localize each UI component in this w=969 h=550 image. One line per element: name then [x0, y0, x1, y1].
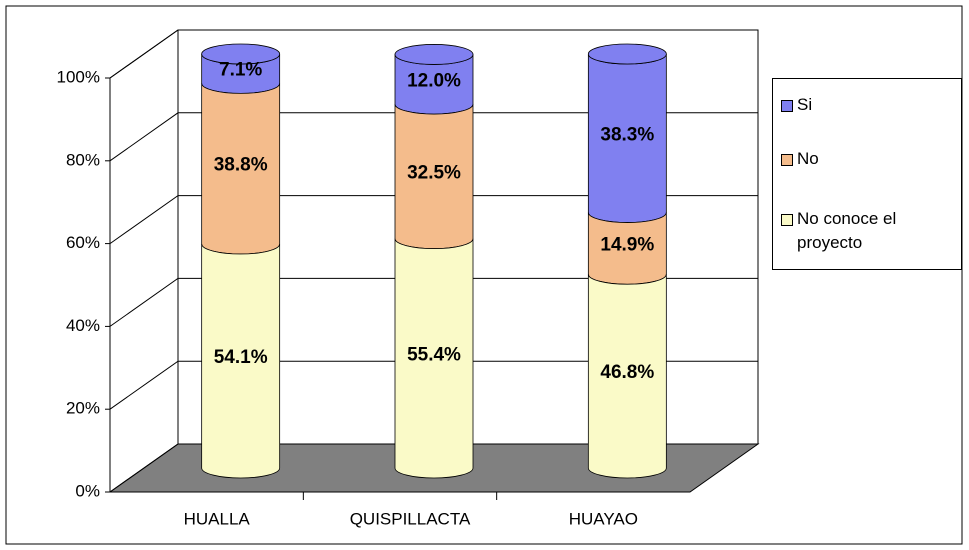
legend-label: No — [797, 149, 819, 168]
legend-entry: No conoce el proyecto — [781, 207, 956, 255]
legend: Si No No conoce el proyecto — [772, 78, 962, 270]
x-tick-label: HUAYAO — [569, 509, 638, 528]
chart-border — [5, 5, 963, 545]
bar-cap — [201, 43, 281, 65]
side-wall — [109, 29, 179, 492]
legend-label: Si — [797, 95, 813, 114]
grid-line — [109, 277, 758, 327]
legend-entry: Si — [781, 93, 956, 117]
y-tick-label: 0% — [75, 481, 100, 500]
legend-swatch — [781, 100, 793, 112]
bar-cap — [587, 43, 667, 65]
y-tick-label: 100% — [57, 67, 100, 86]
value-label: 46.8% — [600, 362, 654, 383]
x-tick-label: HUALLA — [184, 509, 251, 528]
grid-line — [109, 360, 758, 410]
legend-swatch — [781, 154, 793, 166]
bar-segment — [394, 238, 474, 479]
value-label: 38.8% — [214, 155, 268, 176]
value-label: 7.1% — [219, 60, 262, 81]
grid-line — [109, 29, 758, 79]
value-label: 54.1% — [214, 347, 268, 368]
y-tick-label: 60% — [66, 233, 100, 252]
bar-segment — [587, 274, 667, 479]
grid-line — [109, 112, 758, 162]
legend-entry: No — [781, 147, 956, 171]
x-tick-label: QUISPILLACTA — [350, 509, 471, 528]
value-label: 12.0% — [407, 70, 461, 91]
value-label: 14.9% — [600, 234, 654, 255]
y-tick-label: 80% — [66, 150, 100, 169]
y-tick-label: 20% — [66, 399, 100, 418]
value-label: 32.5% — [407, 162, 461, 183]
legend-label: No conoce el proyecto — [797, 209, 897, 252]
grid-line — [109, 443, 758, 493]
grid-line — [109, 195, 758, 245]
y-tick-label: 40% — [66, 316, 100, 335]
legend-swatch — [781, 214, 793, 226]
value-label: 55.4% — [407, 344, 461, 365]
value-label: 38.3% — [600, 124, 654, 145]
bar-cap — [394, 44, 474, 65]
bar-segment — [201, 243, 281, 479]
